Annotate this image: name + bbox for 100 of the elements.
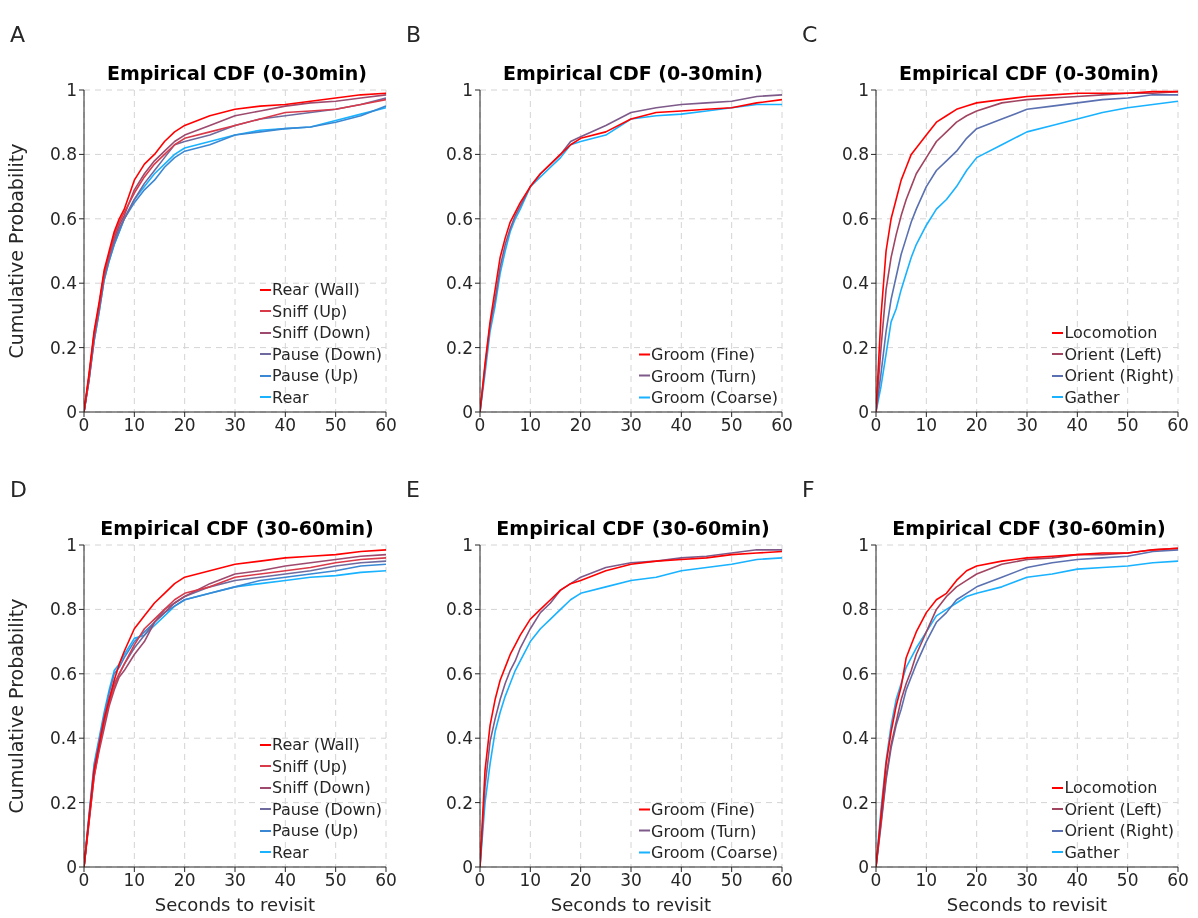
y-tick-label: 0	[462, 402, 473, 423]
x-tick-label: 40	[1066, 870, 1089, 891]
y-tick-label: 0.6	[841, 208, 869, 229]
legend-label: Groom (Turn)	[651, 365, 757, 387]
y-tick-label: 1	[462, 535, 473, 556]
legend-label: Orient (Right)	[1064, 820, 1174, 842]
legend-label: Rear	[272, 841, 309, 863]
legend-label: Sniff (Down)	[272, 777, 371, 799]
x-tick-label: 50	[324, 415, 347, 436]
y-tick-label: 0.2	[49, 792, 77, 813]
text: E	[406, 477, 420, 502]
x-tick-label: 50	[720, 870, 743, 891]
chart-title: Empirical CDF (30-60min)	[892, 517, 1166, 539]
y-axis-title: Cumulative Probability	[4, 598, 27, 814]
legend-label: Locomotion	[1064, 322, 1158, 344]
y-tick-label: 0.4	[445, 273, 473, 294]
x-tick-label: 20	[965, 415, 988, 436]
x-axis-title: Seconds to revisit	[550, 894, 712, 915]
legend-label: Pause (Up)	[272, 365, 359, 387]
x-tick-label: 40	[274, 870, 297, 891]
legend-label: Sniff (Down)	[272, 322, 371, 344]
x-tick-label: 40	[1066, 415, 1089, 436]
x-tick-label: 60	[375, 415, 397, 436]
y-tick-label: 0.8	[49, 144, 77, 165]
text: C	[802, 22, 818, 47]
y-tick-label: 0.2	[49, 337, 77, 358]
x-tick-label: 30	[224, 870, 246, 891]
x-tick-label: 10	[915, 870, 938, 891]
x-tick-label: 50	[324, 870, 347, 891]
y-tick-label: 0	[66, 402, 77, 423]
x-axis-title: Seconds to revisit	[946, 894, 1108, 915]
chart-title: Empirical CDF (0-30min)	[502, 62, 764, 84]
x-axis-title: Seconds to revisit	[154, 894, 316, 915]
y-tick-label: 0.2	[841, 792, 869, 813]
y-tick-label: 0.6	[49, 663, 77, 684]
legend-label: Rear	[272, 386, 309, 408]
chart-title: Empirical CDF (0-30min)	[106, 62, 368, 84]
legend-label: Groom (Fine)	[651, 798, 755, 820]
x-tick-label: 60	[771, 415, 793, 436]
x-tick-label: 10	[915, 415, 938, 436]
y-axis-title: Cumulative Probability	[4, 143, 27, 359]
y-tick-label: 1	[858, 80, 869, 101]
y-tick-label: 0.4	[841, 728, 869, 749]
legend-label: Sniff (Up)	[272, 300, 348, 322]
y-tick-label: 0.4	[49, 273, 77, 294]
x-tick-label: 60	[771, 870, 793, 891]
y-tick-label: 1	[66, 80, 77, 101]
x-tick-label: 30	[224, 415, 246, 436]
x-tick-label: 30	[620, 870, 642, 891]
x-tick-label: 60	[375, 870, 397, 891]
y-tick-label: 0.4	[49, 728, 77, 749]
x-tick-label: 20	[569, 415, 592, 436]
legend-label: Groom (Coarse)	[651, 841, 778, 863]
legend-label: Pause (Down)	[272, 798, 382, 820]
y-tick-label: 1	[66, 535, 77, 556]
x-tick-label: 20	[173, 415, 196, 436]
legend-label: Pause (Up)	[272, 820, 359, 842]
legend-label: Groom (Fine)	[651, 343, 755, 365]
x-tick-label: 40	[670, 870, 693, 891]
legend-label: Groom (Coarse)	[651, 386, 778, 408]
chart-title: Empirical CDF (0-30min)	[898, 62, 1160, 84]
y-tick-label: 0.8	[445, 144, 473, 165]
y-tick-label: 1	[462, 80, 473, 101]
y-tick-label: 0.2	[445, 337, 473, 358]
y-tick-label: 0.8	[841, 144, 869, 165]
chart-title: Empirical CDF (30-60min)	[100, 517, 374, 539]
legend-label: Gather	[1064, 386, 1120, 408]
y-tick-label: 0.6	[841, 663, 869, 684]
x-tick-label: 30	[1016, 415, 1038, 436]
x-tick-label: 30	[1016, 870, 1038, 891]
y-tick-label: 0.6	[49, 208, 77, 229]
y-tick-label: 0	[462, 857, 473, 878]
x-tick-label: 10	[123, 870, 146, 891]
legend-label: Groom (Turn)	[651, 820, 757, 842]
y-tick-label: 0.4	[445, 728, 473, 749]
x-tick-label: 20	[569, 870, 592, 891]
legend-label: Rear (Wall)	[272, 734, 360, 756]
legend-label: Gather	[1064, 841, 1120, 863]
x-tick-label: 10	[519, 415, 542, 436]
y-tick-label: 0.6	[445, 663, 473, 684]
text: B	[406, 22, 422, 47]
x-tick-label: 10	[123, 415, 146, 436]
y-tick-label: 0	[858, 857, 869, 878]
y-tick-label: 0.2	[841, 337, 869, 358]
x-tick-label: 50	[1116, 415, 1139, 436]
legend-label: Orient (Right)	[1064, 365, 1174, 387]
legend-label: Sniff (Up)	[272, 755, 348, 777]
x-tick-label: 20	[173, 870, 196, 891]
legend-label: Pause (Down)	[272, 343, 382, 365]
y-tick-label: 0.8	[841, 599, 869, 620]
x-tick-label: 30	[620, 415, 642, 436]
x-tick-label: 60	[1167, 870, 1189, 891]
y-tick-label: 0.6	[445, 208, 473, 229]
y-tick-label: 0	[858, 402, 869, 423]
x-tick-label: 20	[965, 870, 988, 891]
x-tick-label: 40	[274, 415, 297, 436]
x-tick-label: 60	[1167, 415, 1189, 436]
text: F	[802, 477, 815, 502]
y-tick-label: 1	[858, 535, 869, 556]
x-tick-label: 50	[1116, 870, 1139, 891]
